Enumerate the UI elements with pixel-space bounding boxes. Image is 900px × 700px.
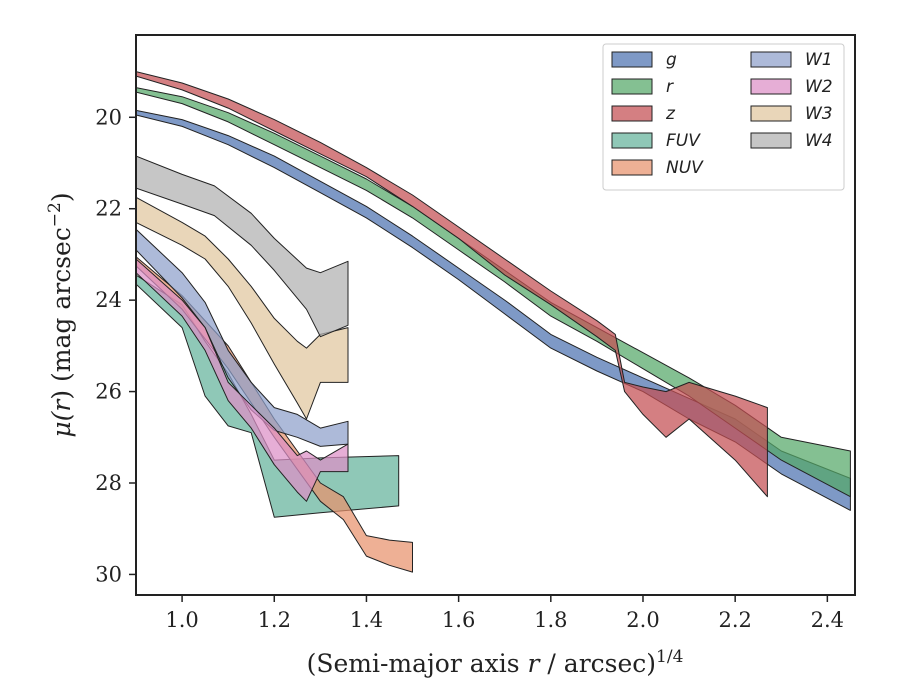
y-tick-label: 24 bbox=[95, 288, 122, 312]
legend-label-fuv: FUV bbox=[666, 131, 701, 151]
legend-swatch-nuv bbox=[611, 159, 653, 176]
x-axis-title: (Semi-major axis r / arcsec)1/4 bbox=[307, 647, 684, 678]
band-w3 bbox=[136, 196, 349, 420]
x-tick-label: 2.4 bbox=[811, 608, 844, 632]
legend-label-r: r bbox=[666, 77, 674, 97]
x-tick-label: 1.6 bbox=[442, 608, 475, 632]
legend-label-g: g bbox=[666, 50, 677, 70]
plot-frame bbox=[135, 34, 856, 596]
x-tick-label: 1.2 bbox=[258, 608, 291, 632]
x-tick-label: 1.8 bbox=[534, 608, 567, 632]
legend: grz FUV NUV W1 W2 W3 W4 bbox=[602, 43, 845, 191]
band-w4 bbox=[136, 155, 349, 338]
x-axis-ticks: 1.0 1.2 1.4 1.6 1.8 2.0 2.2 2.4 bbox=[165, 595, 844, 632]
legend-swatch-w4 bbox=[750, 132, 792, 149]
legend-label-z: z bbox=[665, 104, 676, 124]
profile-bands bbox=[136, 71, 851, 573]
legend-swatch-z bbox=[611, 105, 653, 122]
legend-label-w3: W3 bbox=[805, 104, 833, 124]
y-tick-label: 22 bbox=[95, 197, 122, 221]
band-z bbox=[136, 71, 768, 498]
legend-swatch-w1 bbox=[750, 51, 792, 68]
y-tick-label: 30 bbox=[95, 562, 122, 586]
band-g bbox=[136, 109, 851, 511]
x-tick-label: 1.0 bbox=[165, 608, 198, 632]
y-axis-title: μ(r) (mag arcsec−2) bbox=[45, 192, 76, 437]
legend-label-w1: W1 bbox=[805, 50, 833, 70]
legend-swatch-w2 bbox=[750, 78, 792, 95]
legend-label-nuv: NUV bbox=[666, 158, 704, 178]
legend-swatch-w3 bbox=[750, 105, 792, 122]
legend-swatch-r bbox=[611, 78, 653, 95]
y-tick-label: 26 bbox=[95, 380, 122, 404]
legend-label-w2: W2 bbox=[805, 77, 833, 97]
x-tick-label: 2.0 bbox=[626, 608, 659, 632]
y-tick-label: 20 bbox=[95, 105, 122, 129]
band-w2 bbox=[136, 258, 349, 502]
x-tick-label: 2.2 bbox=[718, 608, 751, 632]
legend-swatch-fuv bbox=[611, 132, 653, 149]
x-tick-label: 1.4 bbox=[350, 608, 383, 632]
legend-label-w4: W4 bbox=[805, 131, 833, 151]
legend-swatch-g bbox=[611, 51, 653, 68]
y-axis-ticks: 20 22 24 26 28 30 bbox=[95, 105, 136, 586]
band-r bbox=[136, 87, 851, 498]
y-tick-label: 28 bbox=[95, 471, 122, 495]
band-fuv bbox=[136, 274, 400, 518]
